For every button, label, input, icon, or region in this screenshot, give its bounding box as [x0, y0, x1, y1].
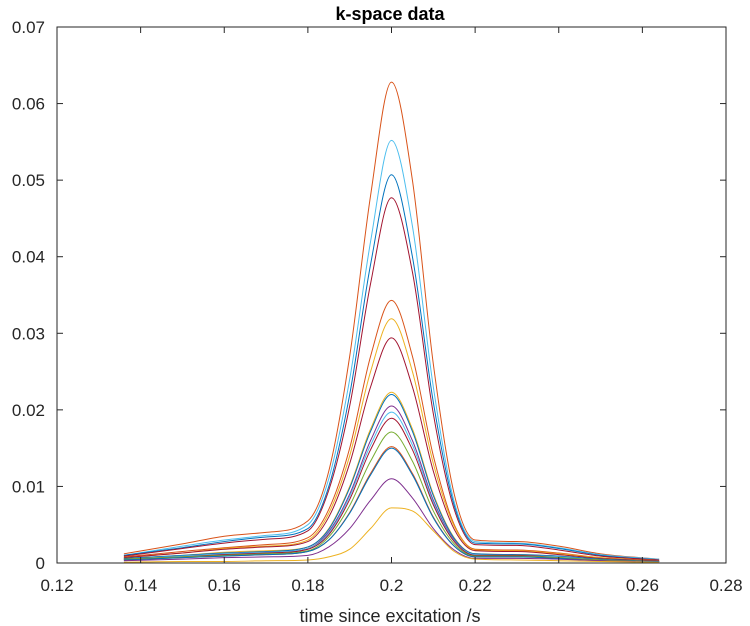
x-tick-label: 0.22	[459, 576, 492, 595]
y-tick-label: 0.06	[12, 95, 45, 114]
y-tick-label: 0.07	[12, 18, 45, 37]
x-axis-ticks: 0.12 0.14 0.16 0.18 0.2 0.22 0.24 0.26 0.28	[40, 27, 743, 595]
series-group	[123, 81, 660, 563]
y-tick-label: 0.02	[12, 401, 45, 420]
series-line-17	[123, 507, 660, 563]
series-line-1	[123, 81, 660, 560]
x-tick-label: 0.12	[40, 576, 73, 595]
series-line-9	[123, 394, 660, 562]
series-line-3	[123, 174, 660, 561]
series-line-6	[123, 318, 660, 562]
series-line-7	[123, 337, 660, 562]
x-tick-label: 0.26	[626, 576, 659, 595]
series-line-5	[123, 299, 660, 562]
plot-background	[57, 27, 726, 563]
x-tick-label: 0.24	[542, 576, 575, 595]
y-tick-label: 0.01	[12, 477, 45, 496]
series-line-4	[123, 197, 660, 561]
series-line-13	[123, 431, 660, 562]
series-line-15	[123, 447, 660, 562]
x-tick-label: 0.16	[208, 576, 241, 595]
y-tick-label: 0	[36, 554, 45, 573]
x-tick-label: 0.14	[124, 576, 157, 595]
y-tick-label: 0.03	[12, 324, 45, 343]
x-tick-label: 0.2	[380, 576, 404, 595]
plot-area	[57, 27, 726, 563]
x-tick-label: 0.28	[709, 576, 742, 595]
series-line-12	[123, 417, 660, 562]
y-tick-label: 0.05	[12, 171, 45, 190]
series-line-16	[123, 478, 660, 563]
y-tick-label: 0.04	[12, 248, 45, 267]
series-line-2	[123, 139, 660, 560]
x-tick-label: 0.18	[291, 576, 324, 595]
y-axis-ticks: 0 0.01 0.02 0.03 0.04 0.05 0.06 0.07	[12, 18, 726, 573]
x-axis-title: time since excitation /s	[299, 606, 480, 626]
chart-title: k-space data	[335, 4, 445, 24]
